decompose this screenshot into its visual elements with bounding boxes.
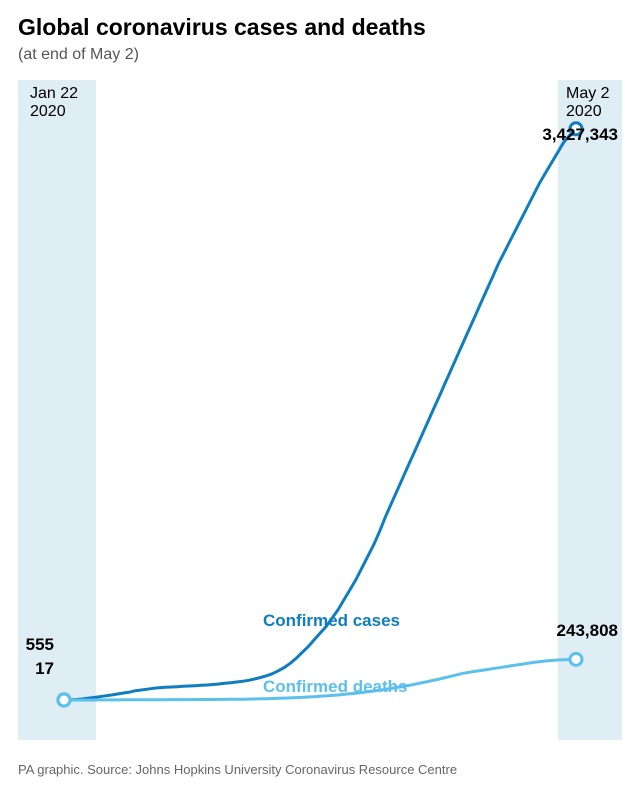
start-date-label-year: 2020 <box>30 103 66 120</box>
end-date-label-year: 2020 <box>566 103 602 120</box>
series-end-value-0: 3,427,343 <box>542 125 618 144</box>
start-date-label: Jan 22 <box>30 85 78 102</box>
series-end-value-1: 243,808 <box>557 621 618 640</box>
series-end-marker-1 <box>570 653 582 665</box>
chart-source: PA graphic. Source: Johns Hopkins Univer… <box>18 762 457 777</box>
chart-svg: Jan 222020May 22020Confirmed cases5553,4… <box>18 80 622 740</box>
end-date-band <box>558 80 622 740</box>
chart-plot-area: Jan 222020May 22020Confirmed cases5553,4… <box>18 80 622 740</box>
series-start-marker-1 <box>58 694 70 706</box>
chart-container: Global coronavirus cases and deaths (at … <box>0 0 640 789</box>
series-name-label-1: Confirmed deaths <box>263 677 408 696</box>
end-date-label: May 2 <box>566 85 610 102</box>
chart-title: Global coronavirus cases and deaths <box>18 14 426 41</box>
series-start-value-0: 555 <box>26 635 54 654</box>
series-start-value-1: 17 <box>35 659 54 678</box>
chart-subtitle: (at end of May 2) <box>18 46 139 64</box>
series-name-label-0: Confirmed cases <box>263 611 400 630</box>
